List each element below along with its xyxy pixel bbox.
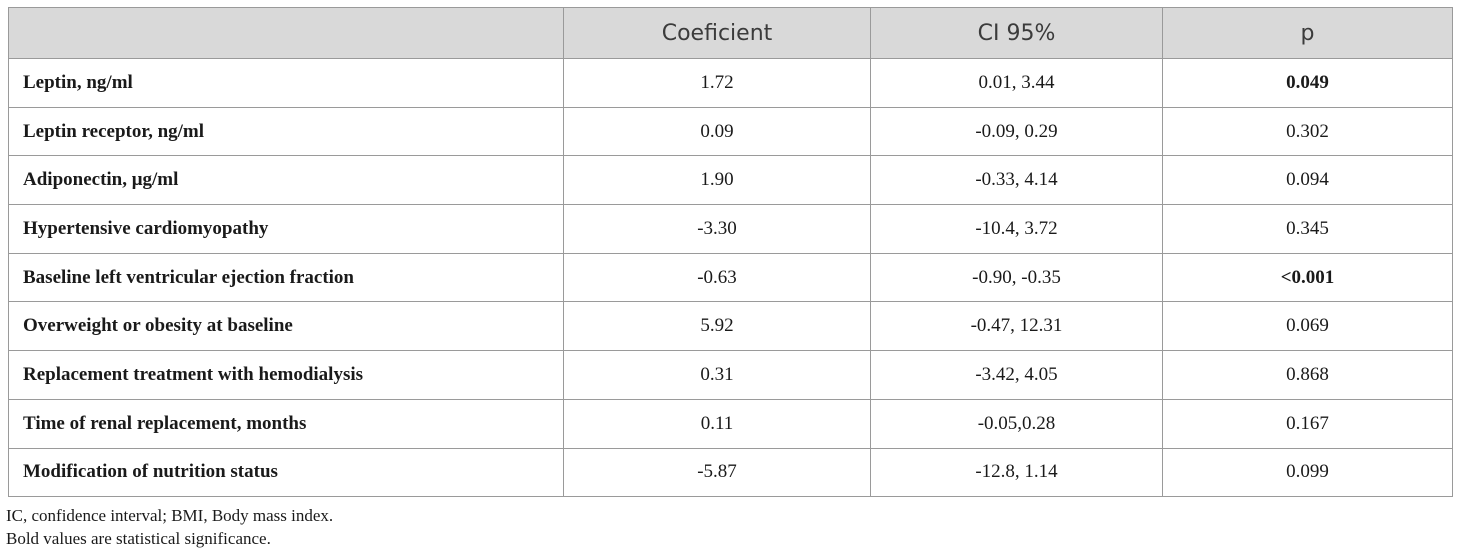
ci-cell: -0.33, 4.14 <box>870 155 1163 206</box>
p-value-cell: 0.868 <box>1162 350 1453 400</box>
table-row: Replacement treatment with hemodialysis 0… <box>8 350 1453 400</box>
p-value-cell: 0.345 <box>1162 204 1453 254</box>
table-row: Modification of nutrition status -5.87 -12… <box>8 447 1453 498</box>
table-row: Hypertensive cardiomyopathy -3.30 -10.4, 3… <box>8 204 1453 254</box>
table-row: Time of renal replacement, months 0.11 -0.… <box>8 398 1453 449</box>
table-row: Adiponectin, μg/ml 1.90 -0.33, 4.14 0.094 <box>8 155 1453 206</box>
ci-cell: -0.09, 0.29 <box>870 106 1163 157</box>
bold-values-note: Bold values are statistical significance… <box>6 529 271 548</box>
ci-cell: -10.4, 3.72 <box>870 204 1163 254</box>
regression-table-container: Coeficient CI 95% p Leptin, ng/ml 1.72 0.0… <box>8 7 1453 498</box>
coefficient-cell: 0.31 <box>563 350 871 400</box>
header-ci: CI 95% <box>870 7 1163 59</box>
ci-cell: -12.8, 1.14 <box>870 447 1163 498</box>
row-label: Adiponectin, μg/ml <box>8 155 564 206</box>
table-row: Overweight or obesity at baseline 5.92 -0.… <box>8 301 1453 352</box>
coefficient-cell: 0.11 <box>563 398 871 449</box>
header-p: p <box>1162 7 1453 59</box>
p-value-cell: 0.069 <box>1162 301 1453 352</box>
row-label: Replacement treatment with hemodialysis <box>8 350 564 400</box>
p-value-cell: 0.167 <box>1162 398 1453 449</box>
row-label: Leptin, ng/ml <box>8 58 564 108</box>
ci-cell: -0.47, 12.31 <box>870 301 1163 352</box>
header-coefficient: Coeficient <box>563 7 871 59</box>
table-body: Leptin, ng/ml 1.72 0.01, 3.44 0.049 Leptin r… <box>8 58 1453 498</box>
ci-cell: -3.42, 4.05 <box>870 350 1163 400</box>
table-header: Coeficient CI 95% p <box>8 7 1453 59</box>
regression-table: Coeficient CI 95% p Leptin, ng/ml 1.72 0.0… <box>8 7 1453 498</box>
row-label: Modification of nutrition status <box>8 447 564 498</box>
coefficient-cell: -0.63 <box>563 252 871 303</box>
row-label: Baseline left ventricular ejection fract… <box>8 252 564 303</box>
coefficient-cell: -3.30 <box>563 204 871 254</box>
p-value-cell: 0.049 <box>1162 58 1453 108</box>
coefficient-cell: 1.72 <box>563 58 871 108</box>
row-label: Time of renal replacement, months <box>8 398 564 449</box>
p-value-cell: 0.302 <box>1162 106 1453 157</box>
ci-cell: 0.01, 3.44 <box>870 58 1163 108</box>
abbreviations-note: IC, confidence interval; BMI, Body mass … <box>6 506 334 525</box>
row-label: Leptin receptor, ng/ml <box>8 106 564 157</box>
ci-cell: -0.90, -0.35 <box>870 252 1163 303</box>
p-value-cell: <0.001 <box>1162 252 1453 303</box>
coefficient-cell: 1.90 <box>563 155 871 206</box>
coefficient-cell: 5.92 <box>563 301 871 352</box>
ci-cell: -0.05,0.28 <box>870 398 1163 449</box>
row-label: Hypertensive cardiomyopathy <box>8 204 564 254</box>
table-row: Leptin, ng/ml 1.72 0.01, 3.44 0.049 <box>8 58 1453 108</box>
p-value-cell: 0.099 <box>1162 447 1453 498</box>
header-variable <box>8 7 564 59</box>
table-row: Leptin receptor, ng/ml 0.09 -0.09, 0.29 0.3… <box>8 106 1453 157</box>
row-label: Overweight or obesity at baseline <box>8 301 564 352</box>
coefficient-cell: -5.87 <box>563 447 871 498</box>
coefficient-cell: 0.09 <box>563 106 871 157</box>
table-row: Baseline left ventricular ejection fract… <box>8 252 1453 303</box>
table-footnotes: IC, confidence interval; BMI, Body mass … <box>6 504 333 550</box>
p-value-cell: 0.094 <box>1162 155 1453 206</box>
header-row: Coeficient CI 95% p <box>8 7 1453 59</box>
